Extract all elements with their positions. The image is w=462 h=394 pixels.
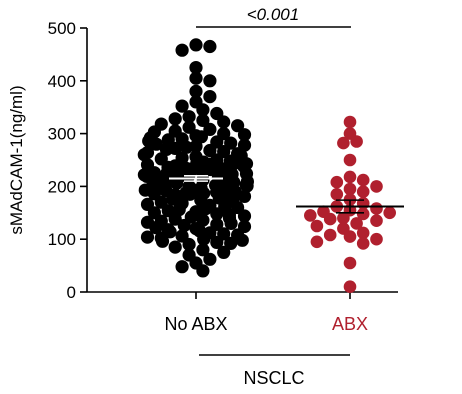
data-point xyxy=(343,230,357,243)
data-point xyxy=(370,202,383,215)
data-point xyxy=(194,163,208,177)
data-point xyxy=(323,228,337,242)
data-point xyxy=(170,176,184,190)
data-point xyxy=(343,182,357,196)
data-point xyxy=(137,148,151,162)
data-point xyxy=(168,240,182,254)
data-point xyxy=(140,230,155,244)
data-point xyxy=(196,243,210,257)
data-point xyxy=(356,185,370,198)
data-point xyxy=(210,235,224,249)
data-point xyxy=(237,189,252,203)
y-tick-label: 100 xyxy=(48,230,76,249)
data-point xyxy=(235,233,249,247)
data-point xyxy=(237,128,252,142)
data-point xyxy=(155,234,170,248)
data-point xyxy=(356,207,370,221)
x-category-label: ABX xyxy=(332,314,368,334)
data-point xyxy=(240,179,254,193)
data-point xyxy=(343,170,357,184)
data-point xyxy=(343,115,357,129)
data-point xyxy=(356,226,370,240)
data-point xyxy=(189,38,203,52)
data-point xyxy=(177,218,191,233)
data-point xyxy=(310,219,324,233)
data-point xyxy=(189,71,203,85)
data-point xyxy=(182,237,196,252)
data-point xyxy=(203,90,217,104)
p-value-label: <0.001 xyxy=(247,5,299,24)
data-point xyxy=(196,264,210,278)
data-point xyxy=(323,212,337,226)
data-point xyxy=(343,256,357,270)
data-points xyxy=(137,38,397,294)
data-point xyxy=(180,140,194,154)
group-label: NSCLC xyxy=(243,368,304,388)
data-point xyxy=(330,188,344,201)
data-point xyxy=(196,113,210,127)
data-point xyxy=(224,236,238,250)
data-point xyxy=(149,221,163,235)
data-point xyxy=(197,232,211,246)
data-point xyxy=(199,202,213,216)
y-tick-label: 200 xyxy=(48,177,76,196)
data-point xyxy=(370,232,383,246)
data-point xyxy=(217,245,231,259)
data-point xyxy=(149,137,163,151)
data-point xyxy=(356,237,370,250)
category-labels: No ABX ABX NSCLC xyxy=(164,314,368,388)
y-tick-label: 0 xyxy=(67,283,76,302)
data-point xyxy=(343,280,357,294)
data-point xyxy=(203,252,217,266)
mean-sem-bars xyxy=(169,175,404,214)
data-point xyxy=(231,119,245,133)
data-point xyxy=(196,103,210,117)
data-point xyxy=(203,74,217,88)
x-category-label: No ABX xyxy=(164,314,227,334)
data-point xyxy=(330,175,344,189)
data-point xyxy=(337,211,350,225)
data-point xyxy=(189,61,203,75)
y-tick-label: 400 xyxy=(48,72,76,91)
data-point xyxy=(337,136,350,150)
data-point xyxy=(356,173,370,187)
data-point xyxy=(350,217,363,230)
data-point xyxy=(383,206,397,220)
data-point xyxy=(304,209,317,222)
data-point xyxy=(350,135,363,148)
data-point xyxy=(168,112,182,126)
data-point xyxy=(189,84,203,98)
y-axis-title: sMAdCAM-1(ng/ml) xyxy=(7,85,26,234)
data-point xyxy=(343,153,357,167)
data-point xyxy=(224,216,238,230)
data-point xyxy=(175,43,189,57)
data-point xyxy=(217,115,231,129)
data-point xyxy=(175,260,189,274)
y-tick-label: 300 xyxy=(48,125,76,144)
data-point xyxy=(175,99,189,113)
data-point xyxy=(182,110,196,124)
y-axis: 0 100 200 300 400 500 sMAdCAM-1(ng/ml) xyxy=(7,19,398,302)
y-tick-label: 500 xyxy=(48,19,76,38)
data-point xyxy=(183,187,197,201)
significance-annotation: <0.001 xyxy=(196,5,351,28)
data-point xyxy=(203,39,217,54)
data-point xyxy=(370,180,383,193)
data-point xyxy=(203,122,217,136)
data-point xyxy=(310,235,324,249)
data-point xyxy=(210,207,224,221)
data-point xyxy=(203,143,217,158)
data-point xyxy=(370,214,383,227)
data-point xyxy=(237,209,252,223)
